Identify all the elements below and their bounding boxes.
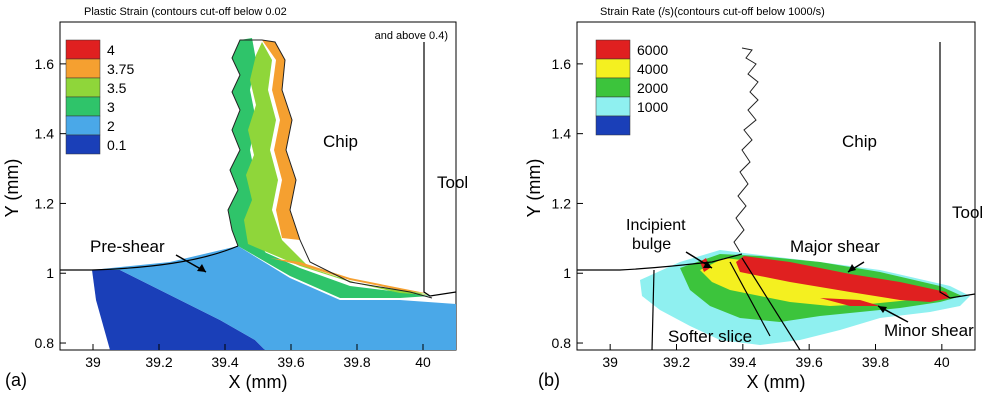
region-a-darkblue xyxy=(92,270,265,350)
panel-a: 4 3.75 3.5 3 2 0.1 Plastic Strain (contours c… xyxy=(2,6,468,392)
annotation-softer-slice: Softer slice xyxy=(668,327,752,346)
annotation-chip-b: Chip xyxy=(842,132,877,151)
region-a-orange-2 xyxy=(270,258,430,294)
ytick-label: 1.2 xyxy=(35,195,55,211)
legend-label: 2000 xyxy=(637,80,668,96)
annotation-incipient: Incipient bulge xyxy=(626,217,690,253)
legend-label: 6000 xyxy=(637,42,668,58)
tool-outline-a xyxy=(423,42,457,297)
xtick-label: 39.4 xyxy=(211,354,238,370)
legend-swatch xyxy=(65,58,101,79)
title-a-line2: and above 0.4) xyxy=(375,30,448,42)
ylabel-a: Y (mm) xyxy=(2,159,22,218)
region-b-red-major xyxy=(736,256,950,302)
xtick-label: 39 xyxy=(85,354,101,370)
xlabel-a: X (mm) xyxy=(229,372,288,392)
xtick-label: 39.8 xyxy=(862,354,889,370)
legend-swatch xyxy=(595,58,631,79)
title-a-line1: Plastic Strain (contours cut-off below 0… xyxy=(84,6,287,18)
legend-label: 3.5 xyxy=(107,80,127,96)
legend-label: 3.75 xyxy=(107,61,134,77)
annotation-incipient-line2: bulge xyxy=(632,236,671,253)
yticks-b: 0.8 1 1.2 1.4 1.6 xyxy=(552,56,583,351)
tool-outline-b xyxy=(939,42,976,299)
annotation-tool-b: Tool xyxy=(952,203,983,222)
slice-line-right xyxy=(741,257,801,351)
annotation-minor-shear: Minor shear xyxy=(884,321,974,340)
legend-label: 2 xyxy=(107,118,115,134)
annotation-preshear: Pre-shear xyxy=(90,237,165,256)
xtick-label: 39.8 xyxy=(343,354,370,370)
softer-arrow-line xyxy=(729,261,771,337)
bulge-arrowhead xyxy=(703,261,712,268)
ytick-label: 1.2 xyxy=(552,195,572,211)
panel-label-a: (a) xyxy=(5,370,27,390)
major-shear-arrowhead xyxy=(848,264,856,272)
ytick-label: 0.8 xyxy=(35,335,55,351)
annotation-chip-a: Chip xyxy=(323,132,358,151)
legend-label: 0.1 xyxy=(107,137,127,153)
legend-label: 3 xyxy=(107,99,115,115)
xtick-label: 39 xyxy=(602,354,618,370)
legend-b: 6000 4000 2000 1000 xyxy=(595,39,668,136)
xtick-label: 40 xyxy=(934,354,950,370)
minor-shear-arrowhead xyxy=(878,306,887,313)
region-a-chip-green xyxy=(228,38,430,297)
ytick-label: 1 xyxy=(563,265,571,281)
free-surface-a xyxy=(60,245,239,271)
preshear-arrowhead xyxy=(197,264,206,272)
region-a-lightgreen xyxy=(244,42,430,295)
xtick-label: 40 xyxy=(415,354,431,370)
legend-swatch xyxy=(595,96,631,117)
xtick-label: 39.2 xyxy=(145,354,172,370)
chip-outline-a xyxy=(227,39,433,299)
chip-outline-b xyxy=(733,47,759,253)
ytick-label: 1.6 xyxy=(552,56,572,72)
annotation-incipient-line1: Incipient xyxy=(626,217,686,234)
legend-swatch xyxy=(595,39,631,60)
yticks-a: 0.8 1 1.2 1.4 1.6 xyxy=(35,56,66,351)
annotation-tool-a: Tool xyxy=(437,173,468,192)
xlabel-b: X (mm) xyxy=(747,372,806,392)
xtick-label: 39.6 xyxy=(277,354,304,370)
title-b-line1: Strain Rate (/s)(contours cut-off below … xyxy=(600,6,825,18)
panel-b: 6000 4000 2000 1000 Strain Rate (/s)(contou… xyxy=(524,6,983,392)
panel-label-b: (b) xyxy=(538,370,560,390)
ytick-label: 1 xyxy=(46,265,54,281)
ytick-label: 0.8 xyxy=(552,335,572,351)
ytick-label: 1.6 xyxy=(35,56,55,72)
legend-a: 4 3.75 3.5 3 2 0.1 xyxy=(65,39,134,155)
legend-swatch xyxy=(65,96,101,117)
xtick-label: 39.6 xyxy=(796,354,823,370)
region-b-red-minor xyxy=(820,298,880,306)
legend-label: 4000 xyxy=(637,61,668,77)
ylabel-b: Y (mm) xyxy=(524,159,544,218)
legend-swatch xyxy=(65,134,101,155)
annotation-major-shear: Major shear xyxy=(790,237,880,256)
region-a-lightblue xyxy=(92,246,456,350)
xticks-b: 39 39.2 39.4 39.6 39.8 40 xyxy=(602,344,950,370)
xtick-label: 39.2 xyxy=(663,354,690,370)
slice-line-left xyxy=(651,269,655,351)
region-a-orange xyxy=(262,40,300,240)
legend-label: 1000 xyxy=(637,99,668,115)
legend-swatch xyxy=(65,77,101,98)
free-surface-b xyxy=(577,253,743,271)
legend-swatch xyxy=(65,39,101,60)
legend-swatch xyxy=(595,77,631,98)
legend-swatch xyxy=(595,115,631,136)
legend-label: 4 xyxy=(107,42,115,58)
legend-swatch xyxy=(65,115,101,136)
xticks-a: 39 39.2 39.4 39.6 39.8 40 xyxy=(85,344,431,370)
ytick-label: 1.4 xyxy=(552,126,572,142)
xtick-label: 39.4 xyxy=(729,354,756,370)
ytick-label: 1.4 xyxy=(35,126,55,142)
